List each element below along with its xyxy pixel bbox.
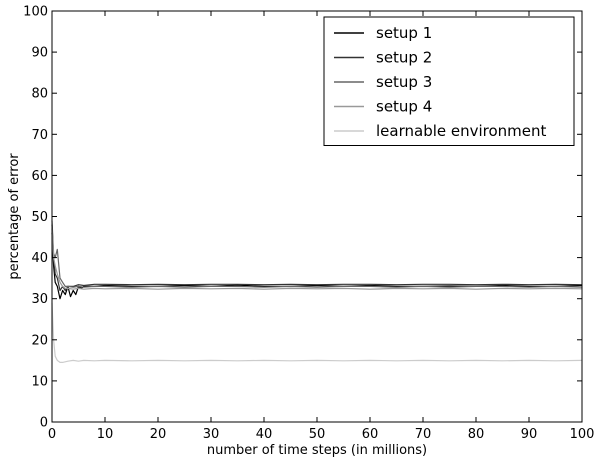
series-line-2 — [51, 224, 583, 292]
y-tick-label: 40 — [31, 251, 48, 266]
y-axis-title: percentage of error — [7, 153, 22, 280]
legend-label: setup 3 — [376, 73, 432, 91]
series-lines — [51, 220, 583, 363]
legend-label: setup 1 — [376, 24, 432, 42]
series-line-3 — [51, 220, 583, 288]
x-tick-label: 20 — [150, 427, 167, 442]
x-tick-label: 70 — [415, 427, 432, 442]
legend-label: setup 4 — [376, 98, 432, 116]
x-tick-label: 100 — [570, 427, 595, 442]
y-tick-label: 60 — [31, 169, 48, 184]
y-tick-label: 70 — [31, 128, 48, 143]
x-tick-label: 80 — [468, 427, 485, 442]
y-tick-label: 80 — [31, 87, 48, 102]
x-tick-label: 10 — [97, 427, 114, 442]
y-tick-label: 20 — [31, 333, 48, 348]
legend-label: learnable environment — [376, 122, 547, 140]
y-tick-label: 30 — [31, 292, 48, 307]
axis-ticks: 0 10 20 30 40 50 60 70 80 90 100 0 10 20 30 40 50 60 70 80 9… — [23, 5, 594, 443]
legend-box — [323, 16, 575, 146]
y-tick-label: 90 — [31, 46, 48, 61]
y-tick-label: 10 — [31, 374, 48, 389]
x-tick-label: 50 — [309, 427, 326, 442]
y-tick-label: 50 — [31, 210, 48, 225]
x-tick-label: 0 — [48, 427, 56, 442]
legend-label: setup 2 — [376, 49, 432, 67]
x-axis-title: number of time steps (in millions) — [207, 443, 427, 458]
y-tick-label: 0 — [40, 416, 48, 431]
x-tick-label: 90 — [521, 427, 538, 442]
legend: setup 1 setup 2 setup 3 setup 4 learnable en… — [323, 16, 575, 146]
series-line-5 — [51, 302, 583, 363]
x-tick-label: 60 — [362, 427, 379, 442]
x-tick-label: 40 — [256, 427, 273, 442]
series-line-4 — [51, 228, 583, 290]
y-tick-label: 100 — [23, 5, 48, 20]
x-tick-label: 30 — [203, 427, 220, 442]
